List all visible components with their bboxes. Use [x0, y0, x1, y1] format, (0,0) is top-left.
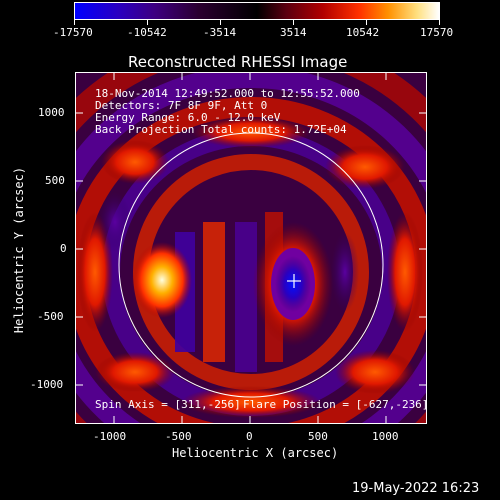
x-axis-label: Heliocentric X (arcsec)	[172, 446, 339, 460]
rhessi-image	[75, 72, 427, 424]
colorbar-tick-label: -17570	[53, 26, 93, 39]
x-tick-label: -1000	[93, 430, 127, 443]
spin-axis-label: Spin Axis = [311,-256]	[95, 398, 241, 411]
colorbar-tick-label: 3514	[280, 26, 307, 39]
colorbar-tick-marks	[74, 20, 440, 26]
x-tick-label: 500	[308, 430, 328, 443]
y-tick-label: -500	[37, 310, 64, 323]
colorbar	[74, 2, 440, 20]
colorbar-tick-label: 10542	[346, 26, 380, 39]
colorbar-tick-label: 17570	[420, 26, 454, 39]
y-tick-label: 1000	[38, 106, 65, 119]
colorbar-tick-label: -3514	[203, 26, 237, 39]
colorbar-tick-label: -10542	[127, 26, 167, 39]
info-line: Back Projection Total counts: 1.72E+04	[95, 123, 347, 136]
x-tick-label: 0	[246, 430, 253, 443]
solar-limb-circle	[118, 132, 384, 398]
y-tick-label: -1000	[30, 378, 64, 391]
y-axis-label: Heliocentric Y (arcsec)	[12, 166, 26, 334]
x-tick-label: -500	[165, 430, 192, 443]
info-line: Energy Range: 6.0 - 12.0 keV	[95, 111, 281, 124]
plot-title: Reconstructed RHESSI Image	[128, 53, 348, 71]
x-tick-label: 1000	[372, 430, 399, 443]
y-tick-label: 0	[60, 242, 67, 255]
y-tick-label: 500	[45, 174, 65, 187]
flare-position-label: Flare Position = [-627,-236]	[243, 398, 429, 411]
info-line: 18-Nov-2014 12:49:52.000 to 12:55:52.000	[95, 87, 360, 100]
info-line: Detectors: 7F 8F 9F, Att 0	[95, 99, 268, 112]
footer-timestamp: 19-May-2022 16:23	[352, 481, 480, 496]
spin-axis-marker	[287, 274, 301, 288]
